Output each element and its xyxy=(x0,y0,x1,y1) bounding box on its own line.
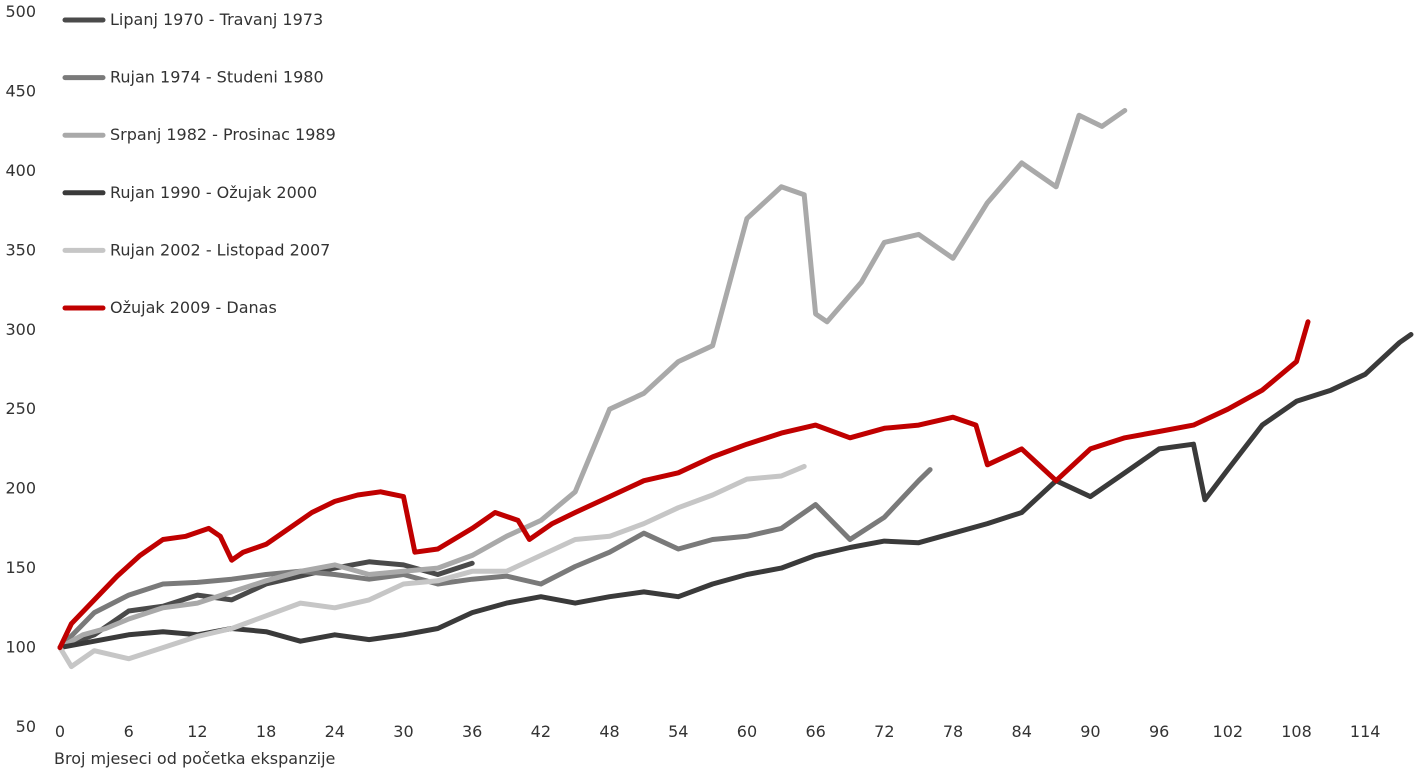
x-tick-label: 66 xyxy=(805,722,825,741)
series-line-0 xyxy=(57,559,475,651)
legend-item: Srpanj 1982 - Prosinac 1989 xyxy=(62,125,336,144)
x-tick-label: 18 xyxy=(256,722,276,741)
y-tick-label: 500 xyxy=(5,2,36,21)
y-axis-ticks: 50 100 150 200 250 300 350 400 450 500 xyxy=(5,2,36,736)
x-axis-ticks: 0 6 12 18 24 30 36 42 48 54 60 66 72 78 84 90 96 102 108 11… xyxy=(55,722,1381,741)
x-tick-label: 30 xyxy=(393,722,413,741)
x-tick-label: 36 xyxy=(462,722,482,741)
legend-label: Ožujak 2009 - Danas xyxy=(110,298,277,317)
x-tick-label: 6 xyxy=(124,722,134,741)
series-line-3 xyxy=(57,332,1414,651)
series-line-2 xyxy=(57,108,1128,651)
legend-item: Rujan 2002 - Listopad 2007 xyxy=(62,240,330,259)
series-line-5 xyxy=(57,319,1311,651)
x-tick-label: 54 xyxy=(668,722,688,741)
y-tick-label: 300 xyxy=(5,320,36,339)
x-tick-label: 84 xyxy=(1012,722,1032,741)
x-tick-label: 96 xyxy=(1149,722,1169,741)
x-axis-title: Broj mjeseci od početka ekspanzije xyxy=(54,749,335,768)
legend-label: Rujan 1974 - Studeni 1980 xyxy=(110,68,324,87)
series-layer xyxy=(57,108,1414,670)
x-tick-label: 0 xyxy=(55,722,65,741)
legend-label: Srpanj 1982 - Prosinac 1989 xyxy=(110,125,336,144)
legend-label: Rujan 2002 - Listopad 2007 xyxy=(110,240,330,259)
x-tick-label: 72 xyxy=(874,722,894,741)
legend-item: Rujan 1990 - Ožujak 2000 xyxy=(62,183,317,202)
y-tick-label: 50 xyxy=(16,717,36,736)
x-tick-label: 12 xyxy=(187,722,207,741)
y-tick-label: 250 xyxy=(5,399,36,418)
series-line-4 xyxy=(57,463,807,670)
x-tick-label: 102 xyxy=(1213,722,1244,741)
y-tick-label: 450 xyxy=(5,81,36,100)
x-tick-label: 42 xyxy=(531,722,551,741)
x-tick-label: 90 xyxy=(1080,722,1100,741)
y-tick-label: 200 xyxy=(5,479,36,498)
y-tick-label: 100 xyxy=(5,638,36,657)
x-tick-label: 60 xyxy=(737,722,757,741)
legend-label: Lipanj 1970 - Travanj 1973 xyxy=(110,10,323,29)
x-tick-label: 24 xyxy=(325,722,345,741)
legend-item: Lipanj 1970 - Travanj 1973 xyxy=(62,10,323,29)
series-line-1 xyxy=(57,467,933,651)
legend-label: Rujan 1990 - Ožujak 2000 xyxy=(110,183,317,202)
y-tick-label: 150 xyxy=(5,558,36,577)
y-tick-label: 350 xyxy=(5,240,36,259)
x-tick-label: 108 xyxy=(1281,722,1312,741)
legend-item: Rujan 1974 - Studeni 1980 xyxy=(62,68,324,87)
x-tick-label: 48 xyxy=(599,722,619,741)
legend-item: Ožujak 2009 - Danas xyxy=(62,298,277,317)
x-tick-label: 78 xyxy=(943,722,963,741)
y-tick-label: 400 xyxy=(5,161,36,180)
legend: Lipanj 1970 - Travanj 1973 Rujan 1974 - S… xyxy=(62,10,336,317)
x-tick-label: 114 xyxy=(1350,722,1381,741)
